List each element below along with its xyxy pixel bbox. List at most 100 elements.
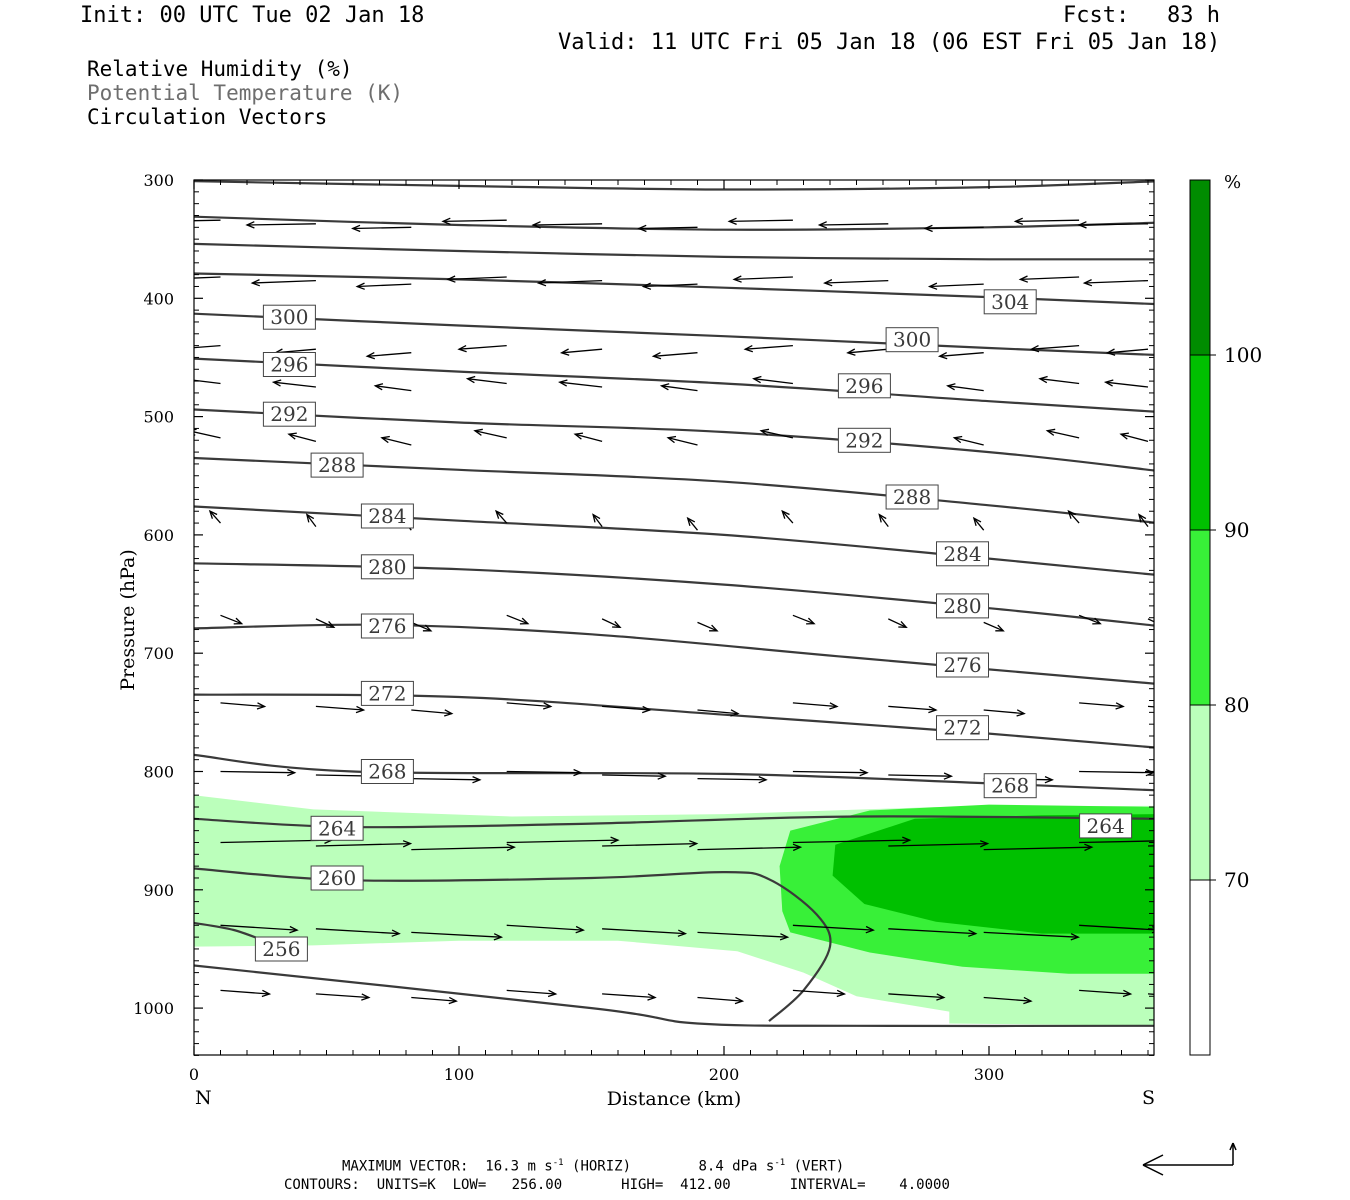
vert-tag: (VERT) [793, 1158, 845, 1175]
vector-arrow-11 [194, 276, 221, 279]
x-end-label-north: N [195, 1087, 212, 1109]
contour-label-13a: 264 [318, 816, 356, 840]
contour-label-box-14a [310, 865, 364, 891]
vector-arrow-67 [315, 618, 336, 629]
vector-arrow-31 [1029, 344, 1080, 353]
vector-arrow-22 [194, 344, 221, 349]
vector-arrow-34 [271, 379, 316, 388]
relative-humidity-shading [194, 795, 1154, 1026]
vector-arrow-124 [506, 989, 558, 998]
contour-label-box-15a [254, 936, 308, 962]
contour-label-box-7a [310, 452, 364, 478]
contour-label-box-5a [262, 352, 316, 377]
contour-label-12b: 268 [991, 774, 1029, 798]
vert-exponent: -1 [774, 1158, 786, 1168]
y-tick-label-400: 400 [143, 289, 174, 308]
theta-contour-292-6 [194, 408, 1154, 472]
vector-arrow-88 [220, 768, 297, 777]
y-tick-label-300: 300 [143, 171, 174, 190]
vector-arrow-115 [697, 931, 790, 941]
contour-label-5a: 296 [270, 353, 308, 377]
vector-arrow-21 [1082, 279, 1149, 287]
contour-label-box-8b [936, 541, 989, 567]
legend-relative-humidity: Relative Humidity (%) [87, 57, 353, 81]
vector-arrow-41 [946, 383, 984, 392]
contour-label-box-11b [936, 715, 989, 741]
vector-arrow-113 [506, 924, 585, 934]
rh-region-90-2 [832, 814, 1154, 934]
vector-arrow-30 [937, 352, 984, 360]
contour-label-1a: 304 [991, 290, 1029, 314]
vector-arrow-8 [923, 224, 984, 233]
contour-label-box-12a [360, 759, 414, 784]
vector-arrow-29 [846, 348, 889, 356]
vector-arrow-86 [1079, 702, 1125, 710]
vector-arrow-43 [1103, 379, 1149, 388]
vector-arrow-49 [666, 435, 698, 446]
vector-arrow-16 [641, 282, 698, 290]
vector-arrow-105 [792, 836, 912, 844]
x-tick-label-0: 0 [189, 1065, 199, 1084]
contour-label-box-12b [983, 773, 1037, 799]
vector-arrow-74 [983, 621, 1005, 632]
colorbar-swatch-4 [1190, 180, 1210, 355]
footer-contours: CONTOURS: UNITS=K LOW= 256.00 HIGH= 412.… [284, 1177, 950, 1193]
colorbar-swatch-1 [1190, 705, 1210, 880]
vector-arrow-80 [506, 702, 553, 710]
vector-arrow-87 [1147, 705, 1154, 708]
contour-label-6b: 292 [845, 428, 883, 452]
theta-contour-296-5 [194, 357, 1154, 413]
contour-label-box-8a [360, 503, 414, 529]
contour-label-12a: 268 [368, 760, 406, 784]
vector-arrow-90 [411, 776, 482, 784]
valid-time: Valid: 11 UTC Fri 05 Jan 18 (06 EST Fri … [558, 30, 1221, 55]
vector-arrow-85 [983, 709, 1026, 717]
contour-label-9b: 280 [943, 594, 981, 618]
vector-arrow-128 [888, 993, 946, 1001]
legend-circulation-vectors: Circulation Vectors [87, 105, 328, 129]
colorbar-label-70: 70 [1224, 868, 1249, 892]
theta-contour-304-1 [194, 215, 1154, 231]
contour-label-box-13b [1079, 813, 1133, 839]
footer-max-vector: MAXIMUM VECTOR: 16.3 m s-1 (HORIZ) 8.4 d… [342, 1158, 844, 1175]
vector-arrow-36 [465, 375, 507, 385]
vector-arrow-44 [194, 428, 221, 439]
vector-arrow-5 [637, 224, 698, 233]
contour-label-box-4a [262, 304, 316, 330]
vector-arrow-116 [792, 924, 875, 934]
contour-label-4b: 300 [893, 328, 931, 352]
vector-arrow-63 [972, 516, 985, 531]
vector-arrow-48 [573, 432, 603, 443]
vector-arrow-35 [373, 383, 412, 392]
contour-labels: 304 300 300 296 296 292 292 288 288 284 284 280 280 2… [254, 289, 1133, 962]
colorbar-swatch-3 [1190, 355, 1210, 530]
contour-label-box-11a [360, 680, 414, 706]
legend-potential-temperature: Potential Temperature (K) [87, 81, 404, 105]
colorbar-label-100: 100 [1224, 343, 1262, 367]
vector-arrow-75 [1078, 614, 1102, 625]
vector-arrow-125 [602, 993, 657, 1001]
contour-label-9a: 280 [368, 555, 406, 579]
contour-label-box-5b [837, 373, 891, 399]
max-vector-label: MAXIMUM VECTOR: [342, 1158, 469, 1175]
contour-label-11b: 272 [943, 716, 981, 740]
vector-arrow-1 [245, 221, 316, 229]
contour-label-box-6b [837, 427, 891, 453]
vector-arrow-110 [220, 924, 299, 934]
vector-arrow-12 [250, 279, 316, 287]
contour-label-13b: 264 [1087, 814, 1125, 838]
vector-arrow-68 [411, 621, 433, 632]
contour-label-10b: 276 [943, 653, 981, 677]
contour-label-6a: 292 [270, 402, 308, 426]
vector-arrow-65 [1138, 513, 1149, 527]
vector-arrow-82 [697, 709, 740, 717]
theta-contour-276-10 [194, 623, 1154, 685]
contour-label-box-4b [885, 327, 939, 353]
vector-arrow-18 [823, 279, 889, 287]
vector-arrow-20 [1018, 275, 1080, 283]
vector-arrow-121 [220, 989, 272, 998]
vector-arrow-6 [727, 217, 793, 226]
vector-arrow-84 [888, 705, 938, 714]
x-axis-title: Distance (km) [607, 1088, 742, 1110]
vector-arrow-9 [1013, 217, 1080, 226]
